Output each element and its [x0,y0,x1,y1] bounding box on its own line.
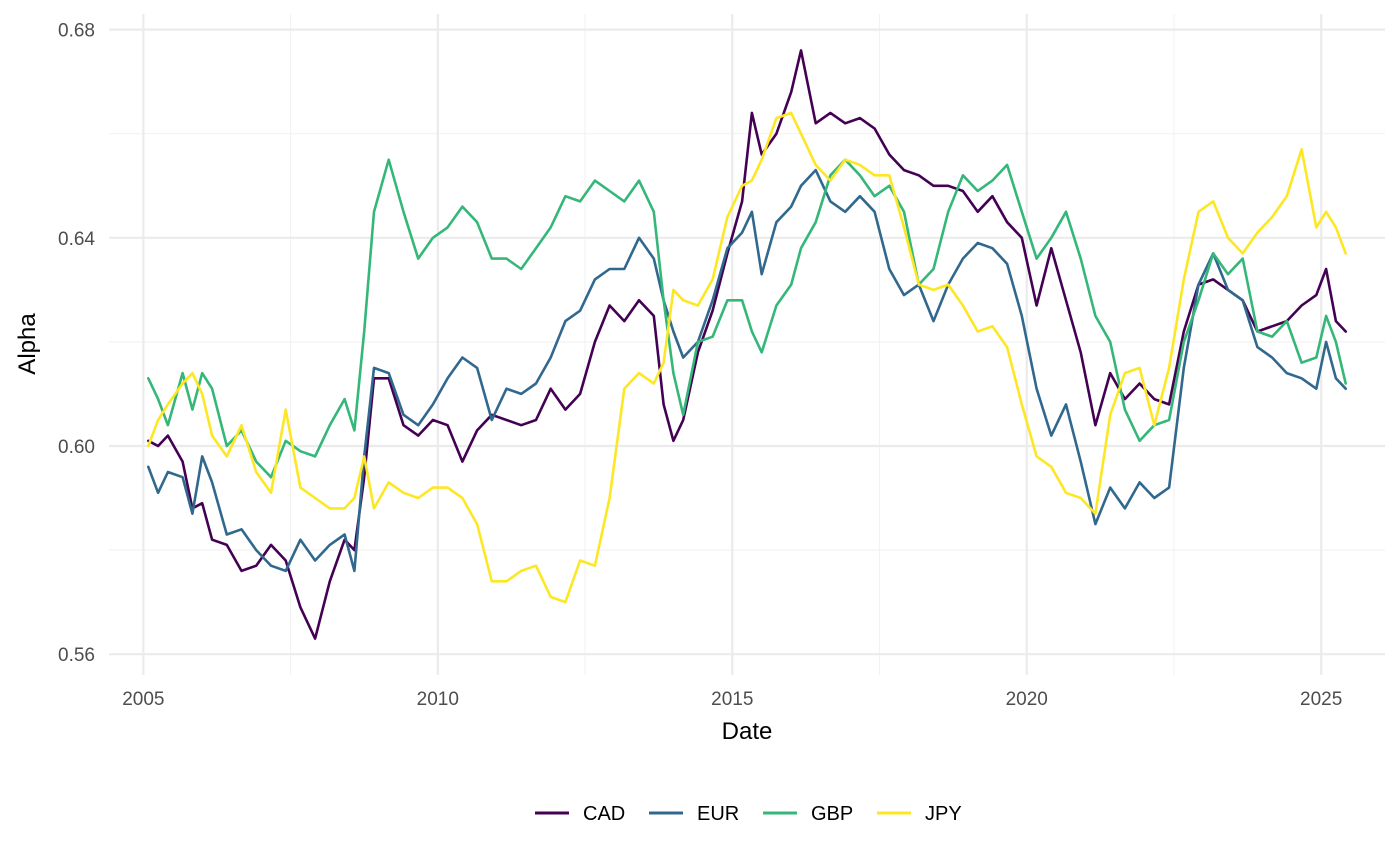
x-axis-ticks: 2005 2010 2015 2020 2025 [122,689,1342,710]
legend-label-jpy: JPY [925,803,962,825]
legend-label-eur: EUR [697,803,739,825]
x-tick-label: 2010 [417,689,459,710]
legend: CAD EUR GBP JPY [535,803,962,825]
x-tick-label: 2025 [1300,689,1342,710]
legend-label-gbp: GBP [811,803,853,825]
series-lines [147,49,1347,640]
grid [109,14,1385,675]
y-tick-label: 0.68 [58,21,95,42]
y-tick-label: 0.56 [58,645,95,666]
y-tick-label: 0.60 [58,437,95,458]
y-tick-label: 0.64 [58,229,95,250]
legend-label-cad: CAD [583,803,625,825]
y-axis-ticks: 0.56 0.60 0.64 0.68 [58,21,95,667]
series-line-jpy [147,111,1347,604]
y-axis-title: Alpha [14,313,41,375]
x-axis-title: Date [722,718,773,745]
series-line-gbp [147,158,1347,479]
series-line-cad [147,49,1347,640]
x-tick-label: 2020 [1006,689,1048,710]
series-line-eur [147,168,1347,573]
x-tick-label: 2015 [711,689,753,710]
x-tick-label: 2005 [122,689,164,710]
